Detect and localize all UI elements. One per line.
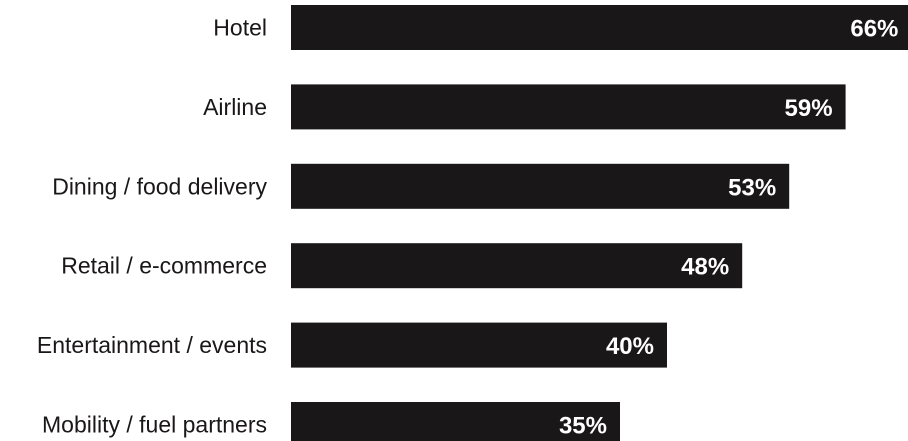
bar-5 [291, 402, 620, 441]
bar-0 [291, 5, 908, 50]
category-label-3: Retail / e-commerce [61, 253, 267, 279]
value-label-2: 53% [728, 174, 776, 201]
category-label-5: Mobility / fuel partners [42, 412, 267, 438]
value-label-1: 59% [785, 95, 833, 122]
bar-3 [291, 243, 743, 289]
value-label-5: 35% [559, 413, 607, 440]
value-label-3: 48% [681, 254, 729, 281]
value-label-0: 66% [850, 16, 898, 43]
category-label-1: Airline [203, 94, 267, 120]
bar-1 [291, 84, 846, 130]
category-label-0: Hotel [213, 15, 267, 41]
value-label-4: 40% [606, 333, 654, 360]
bar-4 [291, 322, 667, 368]
category-label-4: Entertainment / events [37, 332, 267, 358]
category-label-2: Dining / food delivery [52, 173, 267, 199]
bar-2 [291, 163, 790, 209]
